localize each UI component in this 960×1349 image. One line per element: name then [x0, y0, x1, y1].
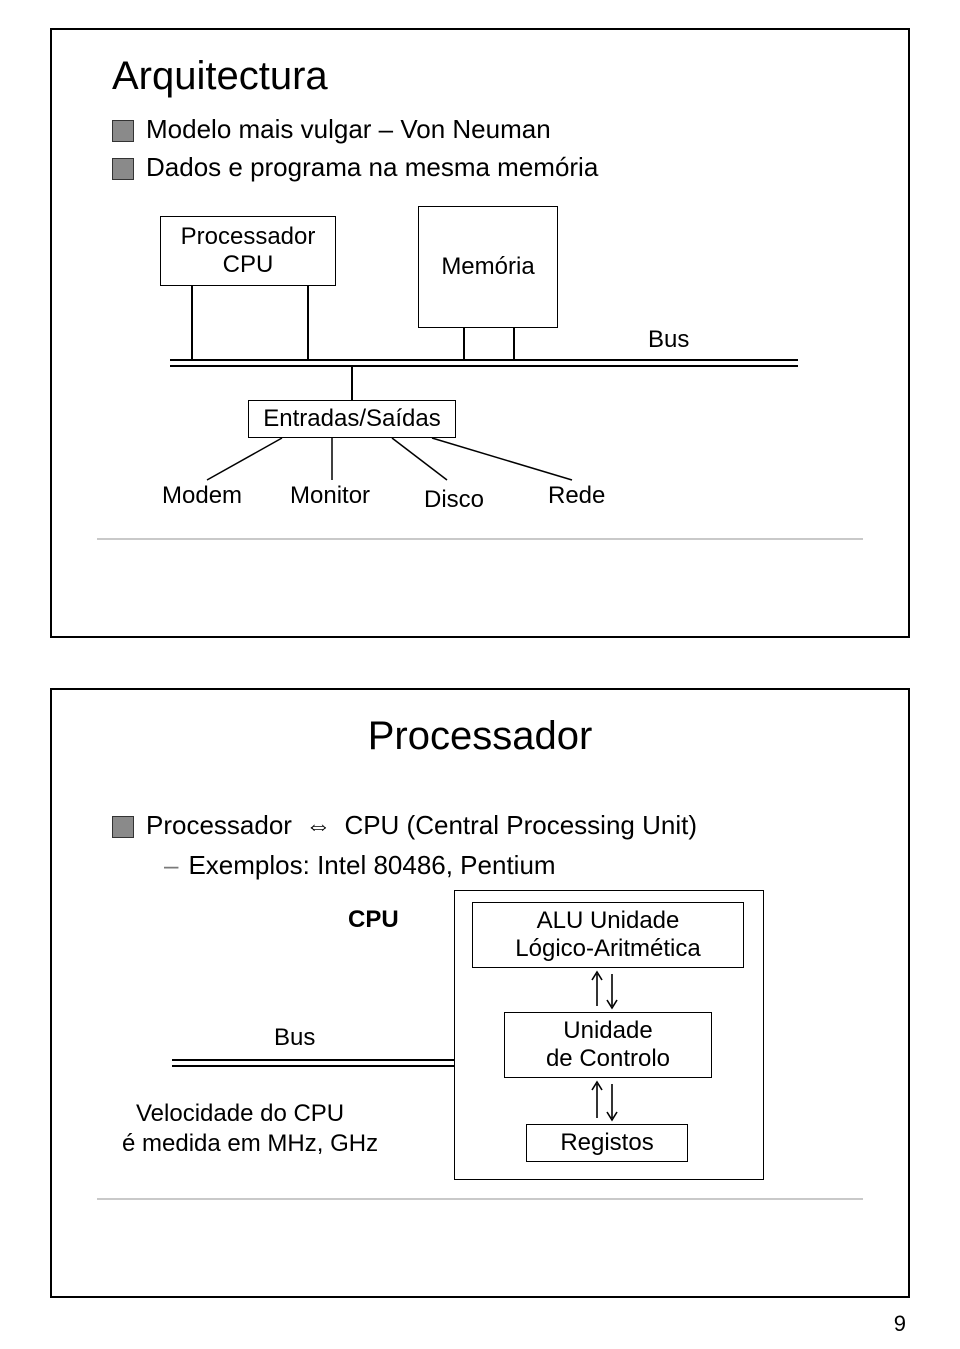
label-monitor: Monitor — [290, 482, 370, 510]
divider-line — [97, 1198, 863, 1200]
label-bus: Bus — [648, 326, 689, 354]
connectors-svg — [52, 30, 912, 640]
label-velocidade-1: Velocidade do CPU — [136, 1100, 344, 1128]
label-disco: Disco — [424, 486, 484, 514]
divider-line — [97, 538, 863, 540]
connectors-svg — [52, 690, 912, 1300]
page: Arquitectura Modelo mais vulgar – Von Ne… — [0, 0, 960, 1349]
page-number: 9 — [894, 1311, 906, 1337]
label-bus: Bus — [274, 1024, 315, 1052]
label-modem: Modem — [162, 482, 242, 510]
slide-arquitectura: Arquitectura Modelo mais vulgar – Von Ne… — [50, 28, 910, 638]
slide-processador: Processador Processador ⇔ CPU (Central P… — [50, 688, 910, 1298]
label-rede: Rede — [548, 482, 605, 510]
label-velocidade-2: é medida em MHz, GHz — [122, 1130, 378, 1158]
